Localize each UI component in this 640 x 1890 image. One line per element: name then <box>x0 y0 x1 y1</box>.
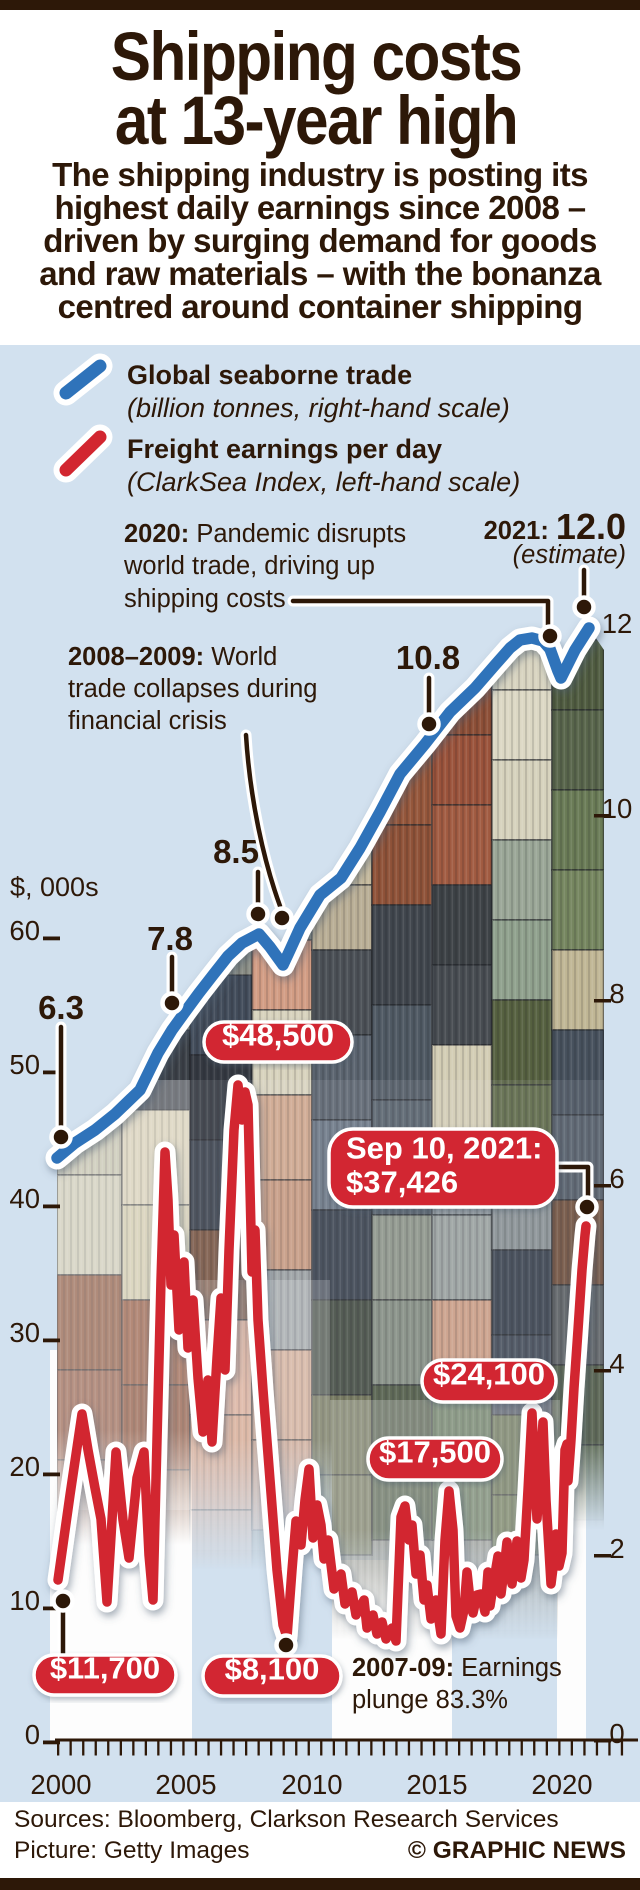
svg-text:4: 4 <box>609 1348 624 1379</box>
svg-text:2010: 2010 <box>281 1769 342 1800</box>
svg-text:60: 60 <box>9 915 40 946</box>
svg-text:© GRAPHIC NEWS: © GRAPHIC NEWS <box>408 1837 626 1864</box>
svg-text:2021: 12.0: 2021: 12.0 <box>484 506 626 547</box>
svg-text:(estimate): (estimate) <box>513 541 626 569</box>
svg-text:and raw materials – with the b: and raw materials – with the bonanza <box>39 255 602 292</box>
svg-text:7.8: 7.8 <box>147 920 193 957</box>
svg-text:Freight earnings per day: Freight earnings per day <box>127 434 442 464</box>
svg-text:2020: Pandemic disrupts: 2020: Pandemic disrupts <box>124 520 406 548</box>
svg-text:10: 10 <box>602 793 633 824</box>
svg-text:8.5: 8.5 <box>213 833 259 870</box>
svg-text:centred around container shipp: centred around container shipping <box>58 288 583 325</box>
svg-text:at 13-year high: at 13-year high <box>115 82 517 158</box>
svg-text:50: 50 <box>9 1049 40 1080</box>
svg-text:8: 8 <box>609 978 624 1009</box>
svg-text:$24,100: $24,100 <box>433 1357 545 1392</box>
svg-text:Shipping costs: Shipping costs <box>111 19 521 95</box>
svg-text:shipping costs: shipping costs <box>124 585 286 613</box>
svg-text:Picture: Getty Images: Picture: Getty Images <box>14 1837 250 1864</box>
svg-text:driven by surging demand for g: driven by surging demand for goods <box>43 222 596 259</box>
svg-text:$48,500: $48,500 <box>222 1018 334 1053</box>
svg-text:6: 6 <box>609 1163 624 1194</box>
svg-text:(ClarkSea Index, left-hand sca: (ClarkSea Index, left-hand scale) <box>127 467 520 497</box>
svg-text:$37,426: $37,426 <box>346 1165 458 1200</box>
svg-text:30: 30 <box>9 1317 40 1348</box>
svg-text:6.3: 6.3 <box>38 989 84 1026</box>
svg-text:highest daily earnings since 2: highest daily earnings since 2008 – <box>54 189 585 226</box>
svg-text:trade collapses during: trade collapses during <box>68 675 317 703</box>
svg-text:2005: 2005 <box>155 1769 216 1800</box>
svg-text:The shipping industry is posti: The shipping industry is posting its <box>52 156 588 193</box>
svg-text:40: 40 <box>9 1183 40 1214</box>
svg-text:10.8: 10.8 <box>396 639 460 676</box>
svg-text:$11,700: $11,700 <box>50 1651 160 1686</box>
svg-text:10: 10 <box>9 1585 40 1616</box>
svg-text:$8,100: $8,100 <box>225 1652 320 1687</box>
svg-text:$, 000s: $, 000s <box>10 872 99 902</box>
svg-text:Sep 10, 2021:: Sep 10, 2021: <box>346 1131 542 1166</box>
svg-text:financial crisis: financial crisis <box>68 707 227 735</box>
svg-text:Global seaborne trade: Global seaborne trade <box>127 360 412 390</box>
svg-text:Sources: Bloomberg, Clarkson R: Sources: Bloomberg, Clarkson Research Se… <box>14 1806 559 1833</box>
svg-text:2015: 2015 <box>406 1769 467 1800</box>
svg-text:12: 12 <box>602 608 633 639</box>
svg-text:2007-09: Earnings: 2007-09: Earnings <box>352 1654 562 1682</box>
svg-text:plunge 83.3%: plunge 83.3% <box>352 1686 508 1714</box>
svg-text:$17,500: $17,500 <box>379 1435 491 1470</box>
svg-text:2020: 2020 <box>531 1769 592 1800</box>
svg-text:(billion tonnes, right-hand sc: (billion tonnes, right-hand scale) <box>127 393 510 423</box>
svg-text:2008–2009: World: 2008–2009: World <box>68 643 277 671</box>
svg-text:2: 2 <box>609 1533 624 1564</box>
svg-text:20: 20 <box>9 1451 40 1482</box>
svg-text:0: 0 <box>25 1719 40 1750</box>
svg-text:world trade, driving up: world trade, driving up <box>123 552 375 580</box>
svg-text:2000: 2000 <box>30 1769 91 1800</box>
